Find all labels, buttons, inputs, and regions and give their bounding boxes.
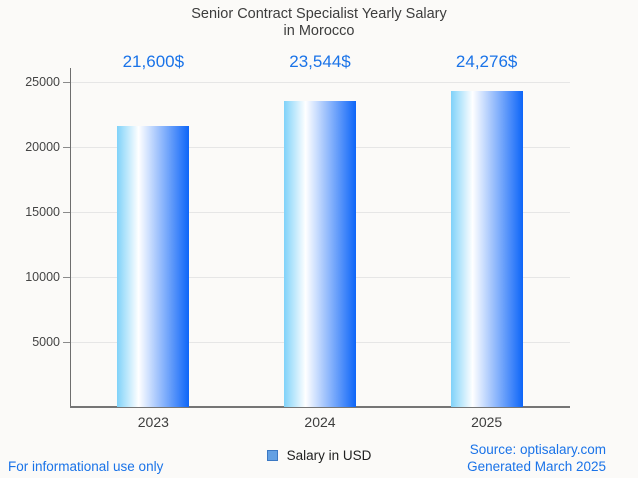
x-axis-label-2024: 2024 xyxy=(304,414,336,430)
chart-title-line1: Senior Contract Specialist Yearly Salary xyxy=(191,6,447,22)
y-axis-label-10000: 10000 xyxy=(25,270,60,284)
chart-title: Senior Contract Specialist Yearly Salary… xyxy=(0,6,638,39)
chart-title-line2: in Morocco xyxy=(283,22,355,39)
y-axis-line xyxy=(70,68,71,408)
y-tick-mark-25000 xyxy=(63,82,70,83)
bar-2023 xyxy=(117,126,190,407)
y-tick-mark-20000 xyxy=(63,147,70,148)
y-tick-mark-10000 xyxy=(63,277,70,278)
y-axis-label-15000: 15000 xyxy=(25,205,60,219)
source-line: Source: optisalary.com xyxy=(469,442,606,457)
legend-label: Salary in USD xyxy=(286,448,372,463)
disclaimer-text: For informational use only xyxy=(8,459,164,474)
bar-2025 xyxy=(450,91,523,407)
legend-swatch-icon xyxy=(266,450,278,461)
legend: Salary in USD xyxy=(0,448,638,463)
x-axis-label-2025: 2025 xyxy=(471,414,503,430)
value-label-2025: 24,276$ xyxy=(455,52,518,71)
x-axis-baseline xyxy=(70,406,570,408)
value-label-2024: 23,544$ xyxy=(289,52,351,71)
x-axis-label-2023: 2023 xyxy=(137,414,169,430)
y-tick-mark-15000 xyxy=(63,212,70,213)
value-label-2023: 21,600$ xyxy=(122,52,185,71)
y-axis-label-20000: 20000 xyxy=(25,140,60,154)
y-axis-label-5000: 5000 xyxy=(32,335,60,349)
y-tick-mark-5000 xyxy=(63,342,70,343)
source-attribution: Source: optisalary.com Generated March 2… xyxy=(467,441,606,475)
y-axis-label-25000: 25000 xyxy=(25,75,60,89)
gridline-25000 xyxy=(71,82,570,83)
generated-line: Generated March 2025 xyxy=(467,459,606,474)
bar-2024 xyxy=(284,100,356,407)
